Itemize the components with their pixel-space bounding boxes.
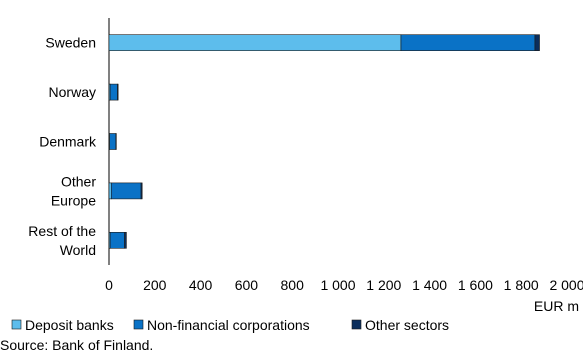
category-label-4-line-2: Europe [51,192,96,208]
x-tick-label-1: 0 [105,277,113,293]
bar-segment-3-4 [140,182,143,200]
category-label-3: Denmark [39,134,97,150]
bar-segment-3-5 [124,232,127,249]
x-tick-label-3: 400 [189,277,213,293]
bar-segment-1-1 [108,34,402,52]
bar-segment-3-1 [534,34,540,52]
category-label-5-line-1: Rest of the [28,223,96,239]
x-tick-label-5: 800 [281,277,305,293]
x-tick-label-7: 1 200 [366,277,401,293]
source-note: Source: Bank of Finland. [0,337,153,353]
legend-swatch-3 [351,319,362,330]
x-tick-label-6: 1 000 [320,277,355,293]
bar-segment-2-5 [109,232,125,249]
category-label-4-line-1: Other [61,173,96,189]
bar-segment-2-3 [109,133,117,150]
bar-segment-3-2 [117,83,119,101]
x-unit-label: EUR m [534,298,579,314]
bar-segment-2-1 [400,34,536,52]
category-label-1: Sweden [45,35,96,51]
bar-segment-2-4 [110,182,142,200]
bar-segment-2-2 [109,83,118,101]
bar-segment-1-4 [108,182,112,200]
x-tick-label-2: 200 [143,277,167,293]
legend-swatch-2 [133,319,144,330]
x-tick-label-9: 1 600 [458,277,493,293]
x-tick-label-10: 1 800 [504,277,539,293]
legend-swatch-1 [11,319,22,330]
legend-label-2: Non-financial corporations [147,317,310,333]
x-tick-label-4: 600 [235,277,259,293]
legend-label-1: Deposit banks [25,317,114,333]
x-tick-label-11: 2 000 [549,277,583,293]
legend-label-3: Other sectors [365,317,449,333]
x-tick-label-8: 1 400 [412,277,447,293]
category-label-2: Norway [49,84,96,100]
category-label-5-line-2: World [60,242,96,258]
